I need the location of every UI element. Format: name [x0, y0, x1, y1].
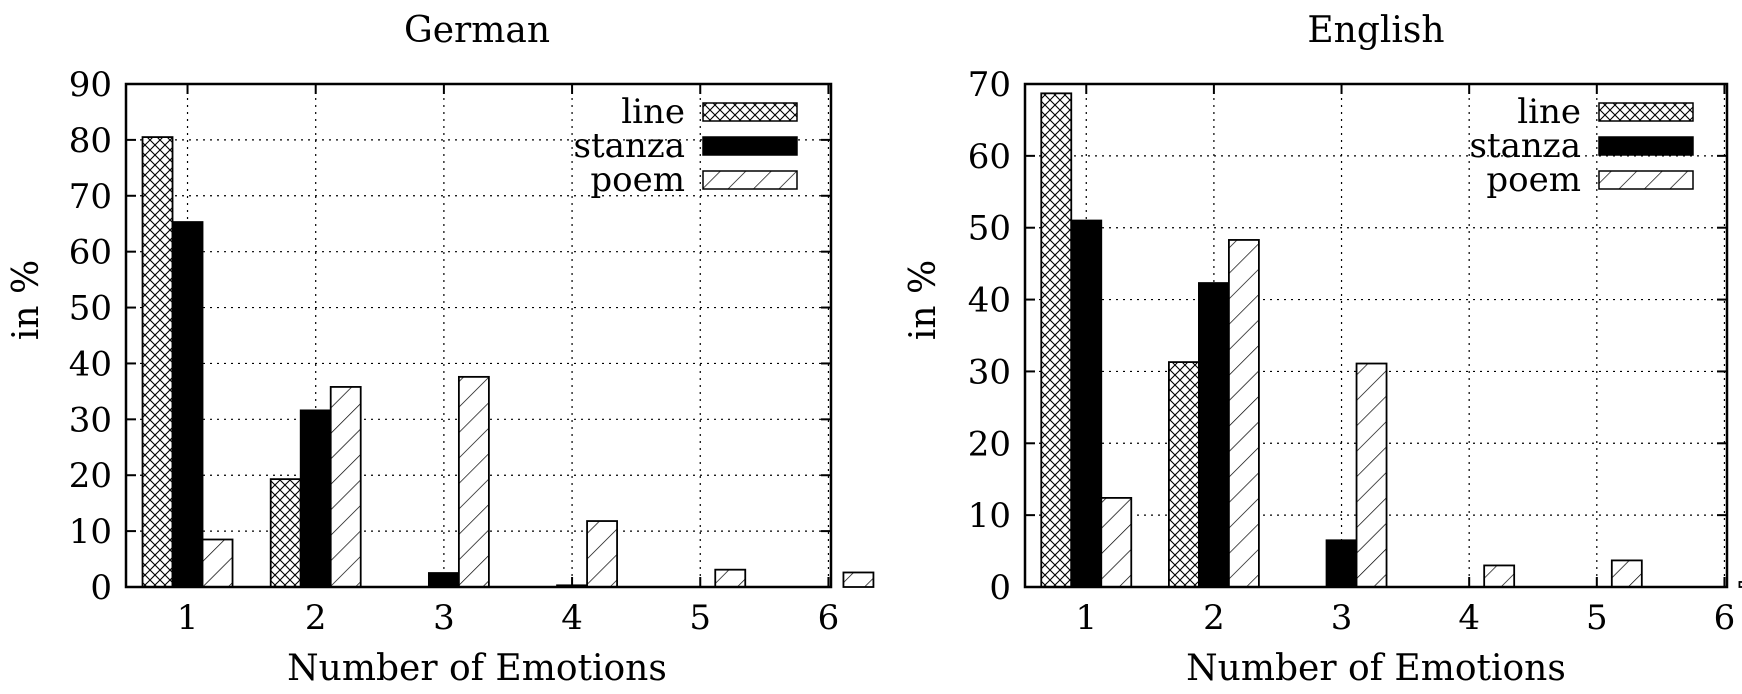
- plot-frame-english: [1023, 82, 1729, 589]
- x-tick-label: 6: [818, 598, 840, 638]
- x-tick-label: 1: [1075, 598, 1097, 638]
- bar-stanza-2: [1198, 282, 1230, 588]
- bar-poem-3: [457, 375, 490, 588]
- x-axis-label-german: Number of Emotions: [287, 648, 667, 689]
- x-tick-label: 5: [1586, 598, 1608, 638]
- bar-line-1: [141, 136, 174, 588]
- bar-poem-5: [1610, 559, 1643, 588]
- legend-label-poem: poem: [590, 160, 685, 200]
- x-tick-label: 2: [1203, 598, 1225, 638]
- bar-poem-6: [1738, 581, 1742, 588]
- legend-swatch-line: [702, 102, 798, 122]
- x-axis-label-english: Number of Emotions: [1186, 648, 1566, 689]
- bar-stanza-1: [1070, 219, 1103, 588]
- yticks-english: 0 10 20 30 40 50 60 70: [968, 65, 1727, 608]
- bar-poem-1: [201, 538, 234, 588]
- y-tick-label: 30: [968, 352, 1011, 392]
- y-tick-label: 0: [90, 568, 112, 608]
- bar-poem-2: [329, 386, 362, 588]
- legend-label-stanza: stanza: [574, 126, 685, 166]
- legend-swatch-stanza: [1598, 136, 1694, 156]
- plot-frame-german: [124, 82, 833, 589]
- x-tick-label: 4: [561, 598, 583, 638]
- y-tick-label: 70: [968, 65, 1011, 105]
- y-tick-label: 0: [989, 568, 1011, 608]
- bar-stanza-1: [171, 221, 204, 588]
- x-tick-label: 1: [177, 598, 199, 638]
- legend-swatch-poem: [702, 170, 798, 190]
- y-tick-label: 60: [69, 233, 112, 273]
- legend-swatch-line: [1598, 102, 1694, 122]
- y-tick-label: 70: [69, 177, 112, 217]
- y-tick-label: 20: [69, 456, 112, 496]
- legend-label-poem: poem: [1486, 160, 1581, 200]
- bar-poem-4: [1483, 564, 1516, 588]
- chart-english: 0 10 20 30 40 50 60 70 1 2 3 4 5 6 English Number of…: [903, 10, 1742, 689]
- y-tick-label: 30: [69, 400, 112, 440]
- x-tick-label: 2: [305, 598, 327, 638]
- bar-poem-6: [842, 571, 875, 588]
- y-tick-label: 60: [968, 137, 1011, 177]
- yticks-german: 0 10 20 30 40 50 60 70 80 90: [69, 65, 831, 608]
- y-axis-label-german: in %: [6, 260, 47, 340]
- x-tick-label: 3: [433, 598, 455, 638]
- legend-label-stanza: stanza: [1470, 126, 1581, 166]
- legend-swatch-stanza: [702, 136, 798, 156]
- bar-poem-4: [586, 520, 618, 588]
- x-tick-label: 4: [1458, 598, 1480, 638]
- chart-german: 0 10 20 30 40 50 60 70 80 90 1 2 3 4 5 6 German Number…: [6, 10, 875, 689]
- x-tick-label: 5: [689, 598, 711, 638]
- y-tick-label: 90: [69, 65, 112, 105]
- bar-line-2: [1168, 361, 1200, 588]
- bar-poem-3: [1355, 362, 1388, 588]
- y-tick-label: 80: [69, 121, 112, 161]
- bar-poem-2: [1228, 239, 1260, 588]
- chart-title-german: German: [404, 10, 550, 51]
- y-tick-label: 10: [968, 496, 1011, 536]
- bar-poem-5: [714, 568, 747, 588]
- bar-poem-1: [1100, 496, 1133, 588]
- y-tick-label: 10: [69, 512, 112, 552]
- bar-stanza-2: [299, 409, 332, 588]
- y-tick-label: 40: [69, 344, 112, 384]
- y-tick-label: 50: [69, 289, 112, 329]
- chart-title-english: English: [1307, 10, 1444, 51]
- xticks-english: 1 2 3 4 5 6: [1075, 84, 1735, 638]
- y-tick-label: 50: [968, 209, 1011, 249]
- bar-line-2: [269, 478, 302, 588]
- y-tick-label: 40: [968, 281, 1011, 321]
- bars-german: [141, 136, 875, 588]
- legend-label-line: line: [621, 92, 685, 132]
- bars-english: [1040, 92, 1742, 588]
- xticks-german: 1 2 3 4 5 6: [177, 84, 840, 638]
- x-tick-label: 3: [1331, 598, 1353, 638]
- legend-swatch-poem: [1598, 170, 1694, 190]
- y-tick-label: 20: [968, 424, 1011, 464]
- y-axis-label-english: in %: [903, 260, 944, 340]
- bar-line-1: [1040, 92, 1073, 588]
- x-tick-label: 6: [1714, 598, 1736, 638]
- legend-label-line: line: [1517, 92, 1581, 132]
